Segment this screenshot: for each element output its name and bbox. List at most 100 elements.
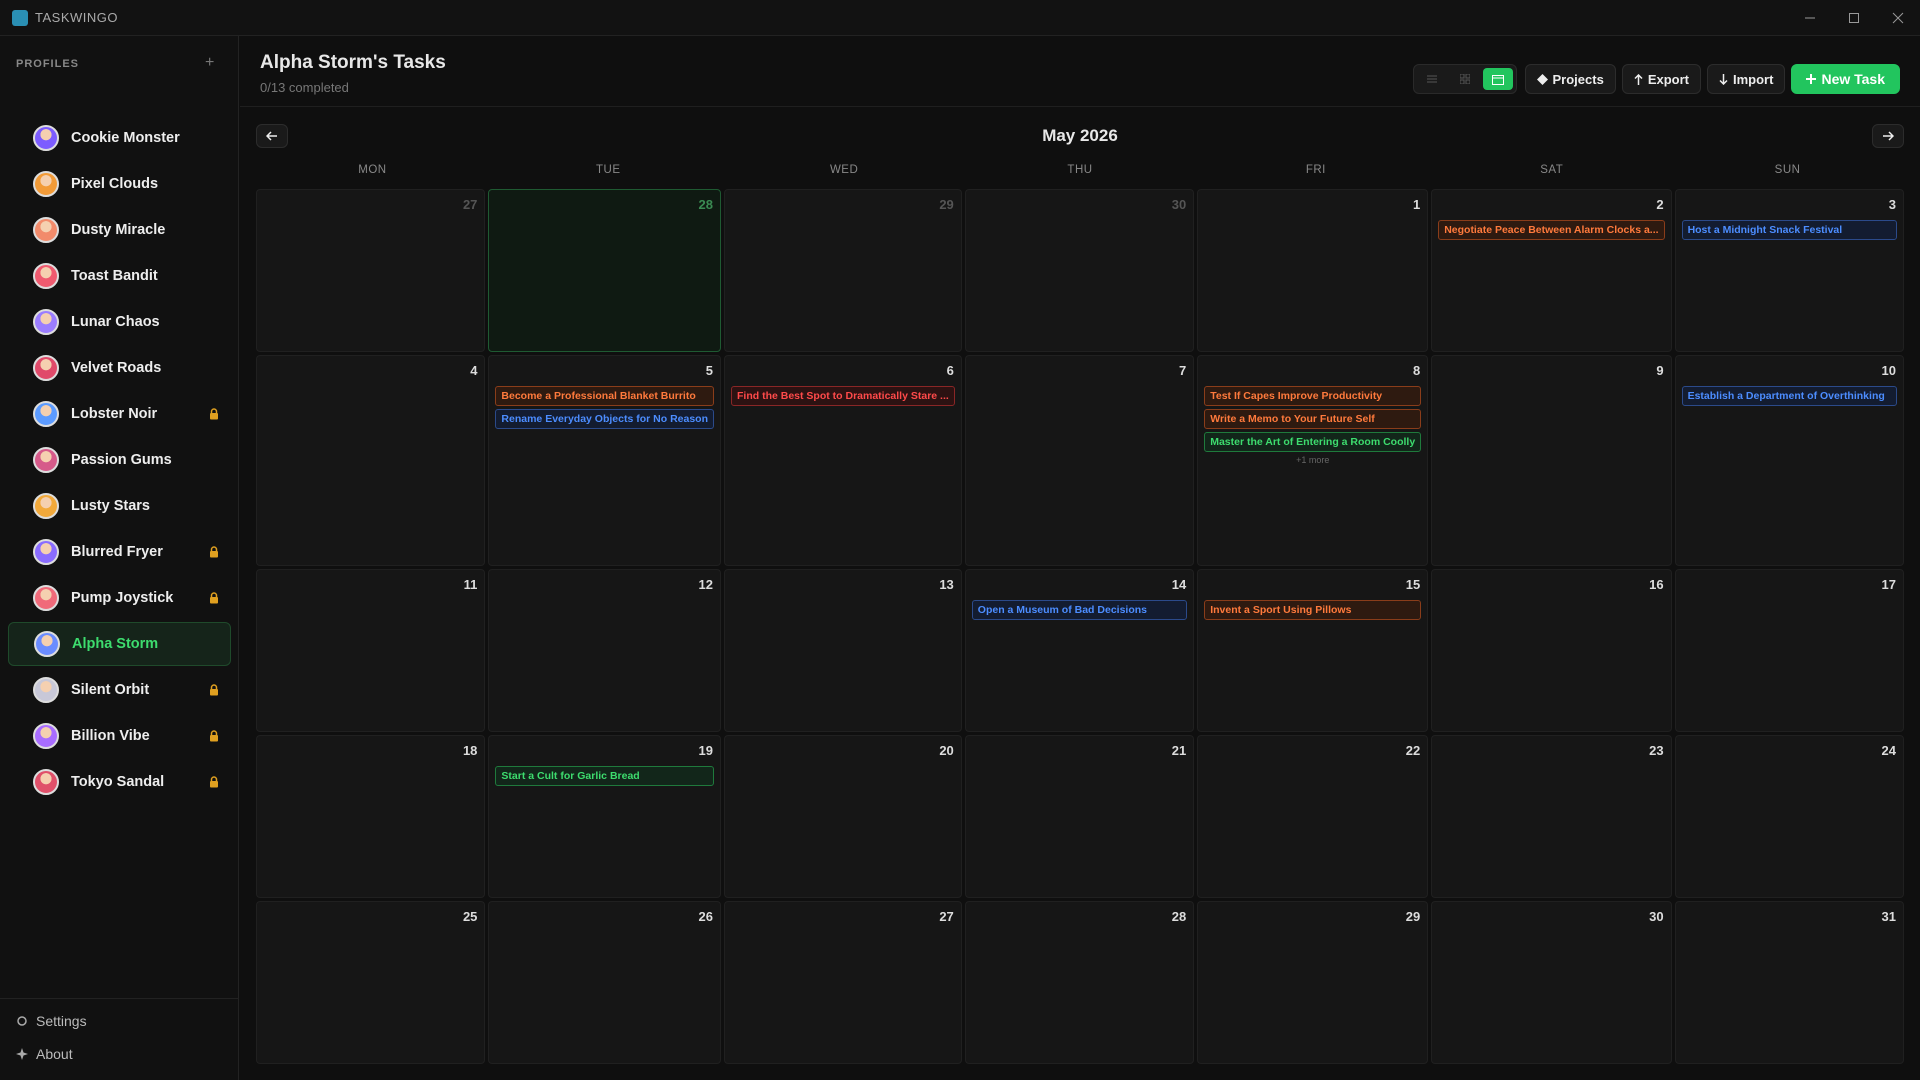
task-chip[interactable]: Find the Best Spot to Dramatically Stare… <box>731 386 955 406</box>
day-number: 9 <box>1656 363 1664 378</box>
weekday-header: MON TUE WED THU FRI SAT SUN <box>256 164 1904 176</box>
new-task-button[interactable]: New Task <box>1791 64 1900 94</box>
list-view-button[interactable] <box>1417 68 1447 90</box>
day-cell[interactable]: 4 <box>256 355 486 566</box>
profile-name: Dusty Miracle <box>71 222 166 238</box>
calendar-view-button[interactable] <box>1482 68 1513 90</box>
main-panel: Alpha Storm's Tasks 0/13 completed Proje… <box>240 36 1920 1080</box>
task-chip[interactable]: Become a Professional Blanket Burrito <box>495 386 714 406</box>
task-chip[interactable]: Open a Museum of Bad Decisions <box>971 600 1188 620</box>
day-cell[interactable]: 29 <box>1197 901 1429 1064</box>
new-task-label: New Task <box>1821 71 1885 87</box>
day-cell[interactable]: 23 <box>1431 735 1672 898</box>
profile-name: Billion Vibe <box>71 728 150 744</box>
day-number: 17 <box>1881 577 1896 592</box>
day-cell[interactable]: 12 <box>488 569 721 732</box>
day-cell[interactable]: 21 <box>964 735 1195 898</box>
task-chip[interactable]: Establish a Department of Overthinking <box>1681 386 1897 406</box>
profile-item[interactable]: Billion Vibe <box>8 714 231 758</box>
profile-item[interactable]: Pixel Clouds <box>8 162 231 206</box>
day-cell[interactable]: 28 <box>488 189 721 352</box>
profile-item[interactable]: Toast Bandit <box>8 254 231 298</box>
minimize-button[interactable] <box>1801 0 1819 36</box>
settings-link[interactable]: Settings <box>16 1013 87 1029</box>
profile-item[interactable]: Cookie Monster <box>8 116 231 160</box>
close-button[interactable] <box>1889 0 1907 36</box>
grid-view-button[interactable] <box>1450 68 1480 90</box>
task-chip[interactable]: Negotiate Peace Between Alarm Clocks a..… <box>1438 220 1665 240</box>
day-cell[interactable]: 13 <box>724 569 962 732</box>
day-number: 30 <box>1649 909 1664 924</box>
weekday-label: SUN <box>1774 164 1801 176</box>
day-cell[interactable]: 24 <box>1674 735 1904 898</box>
day-cell[interactable]: 30 <box>964 189 1195 352</box>
sidebar: PROFILES + Cookie Monster Pixel Clouds Dus… <box>0 36 239 1080</box>
day-cell[interactable]: 19 Start a Cult for Garlic Bread <box>488 735 721 898</box>
task-chip[interactable]: Start a Cult for Garlic Bread <box>495 766 714 786</box>
day-cell[interactable]: 6 Find the Best Spot to Dramatically Star… <box>724 355 962 566</box>
profile-item[interactable]: Dusty Miracle <box>8 208 231 252</box>
day-cell[interactable]: 15 Invent a Sport Using Pillows <box>1197 569 1429 732</box>
task-chip[interactable]: Test If Capes Improve Productivity <box>1204 386 1422 406</box>
completion-status: 0/13 completed <box>260 80 349 95</box>
day-cell[interactable]: 16 <box>1431 569 1672 732</box>
profile-item[interactable]: Lusty Stars <box>8 484 231 528</box>
day-number: 27 <box>462 197 478 212</box>
day-cell[interactable]: 3 Host a Midnight Snack Festival <box>1674 189 1904 352</box>
day-number: 10 <box>1881 363 1896 378</box>
day-cell[interactable]: 9 <box>1431 355 1672 566</box>
day-cell[interactable]: 29 <box>724 189 962 352</box>
profile-item[interactable]: Velvet Roads <box>8 346 231 390</box>
day-cell[interactable]: 8 Test If Capes Improve Productivity Write… <box>1197 355 1429 566</box>
title-bar: TASKWINGO <box>0 0 1920 36</box>
profile-avatar <box>33 769 59 795</box>
day-cell[interactable]: 22 <box>1197 735 1429 898</box>
profile-item[interactable]: Alpha Storm <box>8 622 231 666</box>
maximize-button[interactable] <box>1845 0 1863 36</box>
profile-avatar <box>33 493 59 519</box>
task-chip[interactable]: Master the Art of Entering a Room Coolly <box>1204 432 1422 452</box>
day-cell[interactable]: 7 <box>964 355 1195 566</box>
profile-item[interactable]: Lobster Noir <box>8 392 231 436</box>
day-cell[interactable]: 14 Open a Museum of Bad Decisions <box>964 569 1195 732</box>
day-cell[interactable]: 28 <box>964 901 1195 1064</box>
day-cell[interactable]: 26 <box>488 901 721 1064</box>
day-cell[interactable]: 20 <box>724 735 962 898</box>
day-cell[interactable]: 27 <box>256 189 486 352</box>
export-button[interactable]: Export <box>1621 64 1701 94</box>
day-cell[interactable]: 18 <box>256 735 486 898</box>
add-profile-button[interactable]: + <box>205 54 215 71</box>
profile-item[interactable]: Tokyo Sandal <box>8 760 231 804</box>
task-chip[interactable]: Invent a Sport Using Pillows <box>1204 600 1422 620</box>
profile-avatar <box>33 447 59 473</box>
import-button[interactable]: Import <box>1707 64 1786 94</box>
day-cell[interactable]: 5 Become a Professional Blanket Burrito Re… <box>488 355 721 566</box>
about-link[interactable]: About <box>16 1046 73 1062</box>
profile-item[interactable]: Blurred Fryer <box>8 530 231 574</box>
day-number: 23 <box>1649 743 1664 758</box>
day-number: 11 <box>463 577 478 592</box>
day-cell[interactable]: 1 <box>1197 189 1429 352</box>
day-cell[interactable]: 31 <box>1674 901 1904 1064</box>
day-cell[interactable]: 17 <box>1674 569 1904 732</box>
month-label: May 2026 <box>1042 126 1118 145</box>
day-cell[interactable]: 2 Negotiate Peace Between Alarm Clocks a.… <box>1431 189 1672 352</box>
task-chip[interactable]: Host a Midnight Snack Festival <box>1681 220 1897 240</box>
profile-item[interactable]: Pump Joystick <box>8 576 231 620</box>
projects-button[interactable]: Projects <box>1524 64 1616 94</box>
day-cell[interactable]: 27 <box>724 901 962 1064</box>
task-chip[interactable]: Rename Everyday Objects for No Reason <box>495 409 714 429</box>
more-tasks-link[interactable]: +1 more <box>1296 455 1330 465</box>
task-chip[interactable]: Write a Memo to Your Future Self <box>1204 409 1422 429</box>
profile-item[interactable]: Silent Orbit <box>8 668 231 712</box>
settings-label: Settings <box>36 1013 87 1029</box>
previous-month-button[interactable] <box>256 124 288 148</box>
day-cell[interactable]: 11 <box>256 569 486 732</box>
next-month-button[interactable] <box>1872 124 1904 148</box>
profile-item[interactable]: Lunar Chaos <box>8 300 231 344</box>
day-cell[interactable]: 25 <box>256 901 486 1064</box>
profile-avatar <box>33 539 59 565</box>
day-cell[interactable]: 30 <box>1431 901 1672 1064</box>
day-cell[interactable]: 10 Establish a Department of Overthinking <box>1674 355 1904 566</box>
profile-item[interactable]: Passion Gums <box>8 438 231 482</box>
